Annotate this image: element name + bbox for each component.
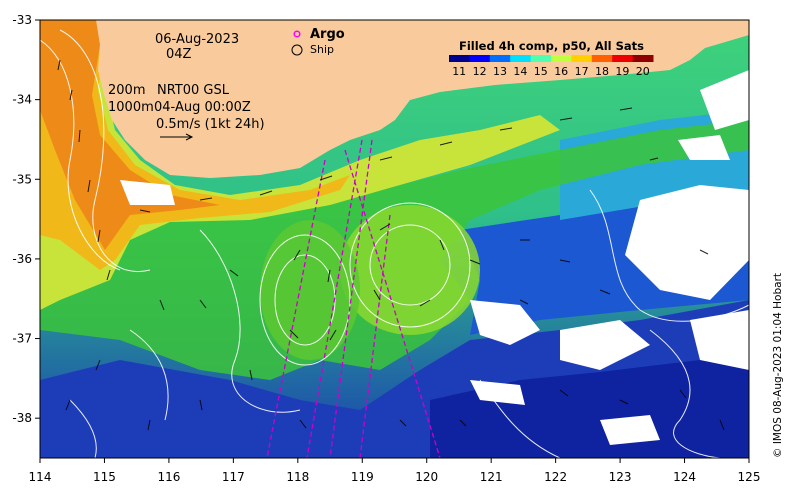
colorbar-swatch — [510, 55, 532, 62]
sst-field — [40, 20, 749, 458]
colorbar-tick-label: 14 — [513, 65, 527, 78]
scale-label: 0.5m/s (1kt 24h) — [156, 117, 265, 132]
argo-icon — [293, 30, 301, 38]
colorbar-swatch — [571, 55, 593, 62]
plot-frame — [39, 19, 750, 459]
colorbar-tick-label: 19 — [615, 65, 629, 78]
lon-tick-label: 114 — [29, 470, 52, 484]
colorbar-swatch — [449, 55, 470, 62]
lat-tick-label: -35 — [12, 172, 32, 186]
lat-tick-label: -36 — [12, 252, 32, 266]
lon-tick-label: 122 — [544, 470, 567, 484]
overlay-line2-depth: 1000m — [108, 100, 154, 115]
colorbar-title: Filled 4h comp, p50, All Sats — [459, 39, 644, 53]
lat-tick-label: -34 — [12, 93, 32, 107]
lon-tick-label: 119 — [351, 470, 374, 484]
lon-tick-label: 117 — [222, 470, 245, 484]
credit-label: © IMOS 08-Aug-2023 01:04 Hobart — [772, 273, 784, 458]
colorbar-tick-label: 20 — [636, 65, 650, 78]
colorbar-swatch — [591, 55, 613, 62]
lat-tick-label: -37 — [12, 332, 32, 346]
lon-tick-label: 115 — [93, 470, 116, 484]
lat-tick-label: -38 — [12, 411, 32, 425]
colorbar-tick-label: 12 — [473, 65, 487, 78]
colorbar-swatch — [530, 55, 552, 62]
colorbar-swatch — [551, 55, 572, 62]
colorbar-tick-label: 17 — [575, 65, 589, 78]
colorbar-swatch — [612, 55, 634, 62]
colorbar-tick-label: 16 — [554, 65, 568, 78]
argo-label: Argo — [310, 27, 345, 42]
colorbar-swatch — [469, 55, 491, 62]
ship-icon — [291, 44, 303, 56]
overlay-line1-text: NRT00 GSL — [157, 83, 230, 98]
overlay-line2-text: 04-Aug 00:00Z — [154, 100, 251, 115]
lon-tick-label: 124 — [673, 470, 696, 484]
colorbar-tick-label: 15 — [534, 65, 548, 78]
lon-tick-label: 123 — [609, 470, 632, 484]
colorbar-ticks: 11 12 13 14 15 16 17 18 19 20 — [452, 65, 650, 78]
colorbar — [449, 55, 654, 62]
map-date: 06-Aug-2023 — [155, 32, 239, 47]
colorbar-tick-label: 13 — [493, 65, 507, 78]
colorbar-tick-label: 18 — [595, 65, 609, 78]
lon-tick-label: 121 — [480, 470, 503, 484]
overlay-line1-depth: 200m — [108, 83, 145, 98]
scale-arrow — [160, 133, 194, 141]
colorbar-swatch — [489, 55, 511, 62]
lon-axis: 114 115 116 117 118 119 120 121 122 123 124 125 — [29, 458, 761, 484]
lon-tick-label: 120 — [415, 470, 438, 484]
map-time: 04Z — [166, 47, 192, 62]
ship-label: Ship — [310, 43, 334, 56]
lon-tick-label: 118 — [286, 470, 309, 484]
lat-axis: -33 -34 -35 -36 -37 -38 — [12, 13, 40, 425]
lon-tick-label: 125 — [738, 470, 761, 484]
lat-tick-label: -33 — [12, 13, 32, 27]
colorbar-tick-label: 11 — [452, 65, 466, 78]
colorbar-swatch — [632, 55, 654, 62]
lon-tick-label: 116 — [157, 470, 180, 484]
